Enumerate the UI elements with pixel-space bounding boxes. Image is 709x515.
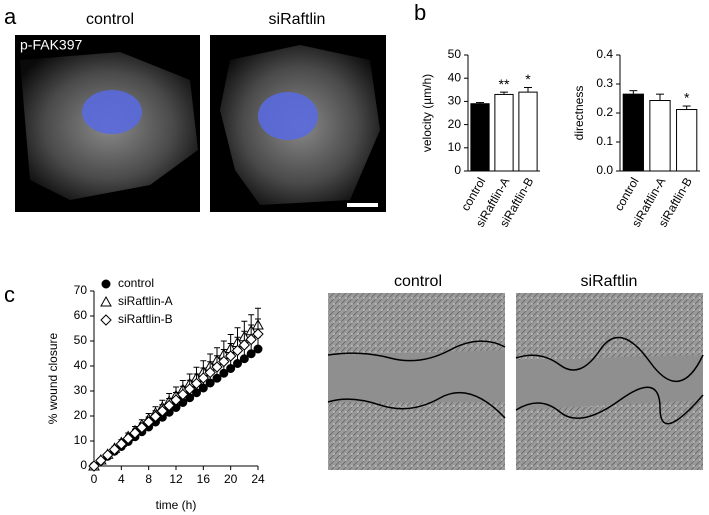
data-point <box>197 372 210 384</box>
nucleus <box>258 92 318 140</box>
x-tick-label: 24 <box>251 472 265 486</box>
x-tick-label: 12 <box>169 472 183 486</box>
image-title: control <box>86 11 134 28</box>
legend-marker <box>100 295 112 307</box>
data-point <box>245 333 257 346</box>
wound-edge <box>515 336 704 382</box>
y-tick-label: 50 <box>448 47 462 61</box>
image-title: siRaftlin <box>581 273 638 290</box>
panel-label: c <box>4 282 15 307</box>
data-point <box>170 394 182 406</box>
y-tick-label: 30 <box>74 383 88 397</box>
y-axis-label: directness <box>572 86 586 141</box>
data-point <box>149 410 162 423</box>
wound-edge <box>327 391 506 419</box>
significance: * <box>684 90 690 106</box>
data-point <box>183 383 196 395</box>
legend-label: control <box>118 276 154 290</box>
x-tick-label: 0 <box>91 472 98 486</box>
bar <box>649 100 671 172</box>
x-tick-label: 4 <box>118 472 125 486</box>
y-tick-label: 0.1 <box>596 134 613 148</box>
data-point <box>252 328 264 340</box>
y-tick-label: 0 <box>454 163 461 177</box>
legend-marker <box>101 279 111 289</box>
bar <box>494 93 514 172</box>
data-point <box>95 454 107 467</box>
y-tick-label: 0.0 <box>596 163 613 177</box>
data-point <box>204 366 216 379</box>
y-tick-label: 10 <box>448 140 462 154</box>
y-tick-label: 50 <box>74 333 88 347</box>
bar <box>676 109 698 172</box>
data-point <box>88 460 100 472</box>
data-point <box>253 344 263 354</box>
x-tick-label: 16 <box>197 472 211 486</box>
y-tick-label: 40 <box>74 358 88 372</box>
wound-edge <box>515 386 704 425</box>
data-point <box>218 355 230 368</box>
data-point <box>177 388 189 401</box>
image-title: control <box>394 273 442 290</box>
data-point <box>142 416 155 428</box>
data-point <box>190 377 203 390</box>
data-point <box>239 354 249 364</box>
data-point <box>246 349 256 359</box>
x-axis-label: time (h) <box>156 498 197 512</box>
data-point <box>122 432 134 445</box>
y-tick-label: 40 <box>448 70 462 84</box>
x-tick-label: 8 <box>145 472 152 486</box>
data-point <box>226 364 236 373</box>
y-axis-label: % wound closure <box>46 332 60 424</box>
x-tick-label: 20 <box>224 472 238 486</box>
y-tick-label: 20 <box>448 117 462 131</box>
legend-label: siRaftlin-A <box>118 294 173 308</box>
data-point <box>212 373 222 383</box>
panel-label: a <box>4 4 17 29</box>
y-tick-label: 0 <box>80 458 87 472</box>
y-tick-label: 30 <box>448 94 462 108</box>
data-point <box>205 378 215 388</box>
wound-edge <box>327 340 506 362</box>
legend-marker <box>100 314 112 326</box>
data-point <box>198 383 208 393</box>
data-point <box>101 449 114 461</box>
data-point <box>231 344 244 357</box>
bar <box>622 93 644 172</box>
data-point <box>219 368 229 378</box>
y-tick-label: 0.2 <box>596 105 613 119</box>
image-title: siRaftlin <box>269 11 326 28</box>
y-tick-label: 10 <box>74 433 88 447</box>
data-point <box>233 359 242 368</box>
y-tick-label: 70 <box>74 283 88 297</box>
data-point <box>211 361 223 373</box>
data-point <box>156 405 169 417</box>
y-tick-label: 0.3 <box>596 76 613 90</box>
panel-label: b <box>414 0 426 25</box>
y-axis-label: velocity (µm/h) <box>420 74 434 152</box>
y-tick-label: 0.4 <box>596 47 613 61</box>
data-point <box>224 350 237 362</box>
wound-gap <box>328 350 505 402</box>
bar <box>518 91 538 172</box>
data-point <box>136 421 148 434</box>
y-tick-label: 20 <box>74 408 88 422</box>
data-point <box>129 427 141 439</box>
significance: * <box>525 71 531 87</box>
stain-label: p-FAK397 <box>20 37 82 53</box>
data-point <box>238 339 251 351</box>
significance: ** <box>499 76 510 92</box>
y-tick-label: 60 <box>74 308 88 322</box>
data-point <box>115 438 128 450</box>
legend-label: siRaftlin-B <box>118 312 173 326</box>
data-point <box>163 399 175 412</box>
bar <box>470 103 490 172</box>
nucleus <box>82 90 142 134</box>
data-point <box>108 443 121 456</box>
